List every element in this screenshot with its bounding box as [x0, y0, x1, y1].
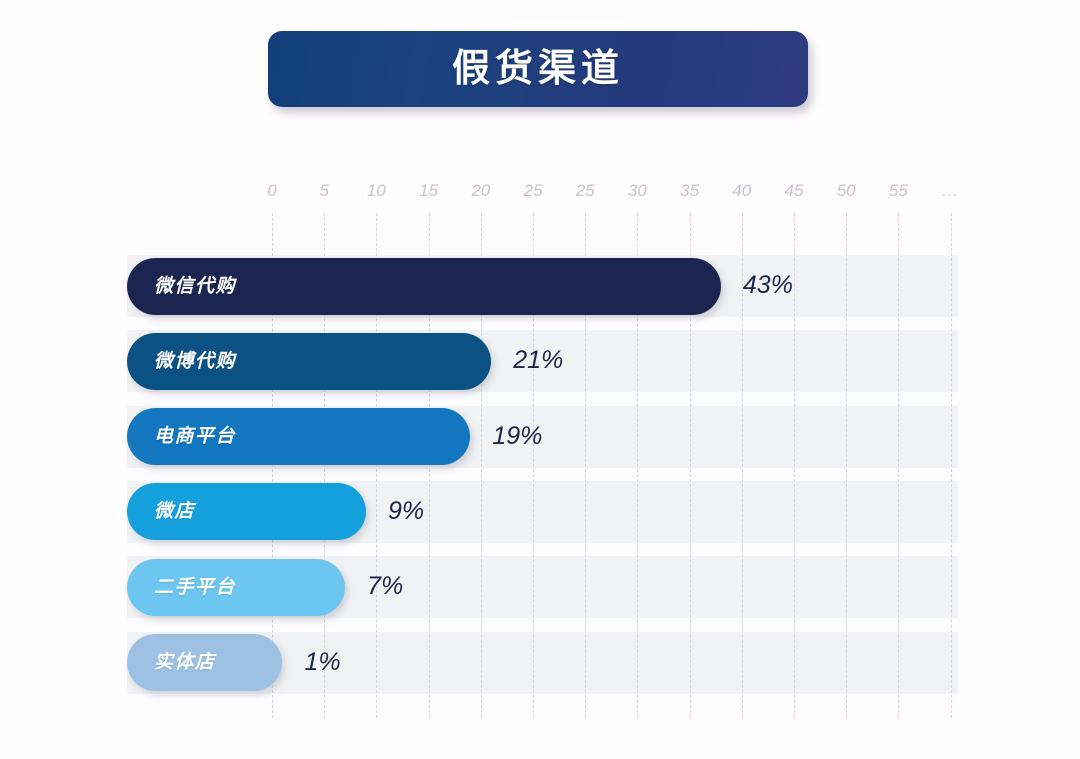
- row-band-gap: [127, 317, 958, 331]
- bar-category-label: 微店: [154, 501, 196, 523]
- bar-微博代购[interactable]: 微博代购: [127, 332, 492, 390]
- bar-value-label: 7%: [367, 572, 404, 601]
- x-tick-label: 35: [680, 181, 700, 200]
- x-tick-label: 15: [419, 181, 439, 200]
- bar-category-label: 实体店: [154, 652, 216, 673]
- x-tick-label: 40: [732, 181, 752, 200]
- bar-category-label: 电商平台: [154, 426, 237, 448]
- x-tick-label: 5: [319, 181, 329, 200]
- row-band-gap: [127, 542, 958, 557]
- bar-二手平台[interactable]: 二手平台: [127, 558, 346, 616]
- x-tick-label: 25: [575, 181, 595, 200]
- bar-微店[interactable]: 微店: [127, 483, 366, 541]
- gridline-45: [794, 213, 795, 718]
- gridline-...: [950, 213, 952, 718]
- gridline-20: [480, 213, 482, 718]
- row-band-gap: [127, 693, 958, 707]
- gridline-25: [533, 213, 534, 718]
- bar-实体店[interactable]: 实体店: [127, 634, 283, 691]
- row-band-gap: [127, 467, 958, 481]
- gridline-10: [376, 213, 378, 718]
- bar-value-label: 9%: [387, 496, 425, 525]
- x-tick-label: 45: [784, 181, 804, 200]
- x-tick-label: 25: [523, 181, 543, 200]
- page-title: 假货渠道: [451, 48, 624, 90]
- gridline-5: [324, 213, 326, 718]
- gridline-0: [272, 213, 273, 718]
- chart-title-banner: 假货渠道: [268, 31, 808, 107]
- bar-value-label: 19%: [492, 421, 543, 450]
- x-tick-label: 20: [471, 181, 491, 200]
- bar-value-label: 1%: [304, 647, 341, 676]
- gridline-50: [846, 213, 848, 718]
- x-tick-label: 30: [627, 181, 647, 200]
- bar-category-label: 微博代购: [154, 350, 237, 372]
- x-tick-label: 50: [836, 181, 856, 200]
- gridline-15: [428, 213, 430, 718]
- x-axis-tick-labels: 0 5 10 15 20 25 25 30 35 40 45 50 55...: [0, 180, 1080, 202]
- bar-category-label: 微信代购: [154, 275, 237, 297]
- x-tick-label: ...: [942, 181, 960, 200]
- x-tick-label: 55: [888, 181, 908, 200]
- bar-value-label: 21%: [513, 346, 564, 375]
- x-tick-label: 0: [267, 181, 277, 200]
- gridline-30: [637, 213, 639, 718]
- row-band-gap: [127, 392, 958, 406]
- bar-category-label: 二手平台: [154, 576, 237, 598]
- gridline-40: [741, 213, 743, 718]
- bar-电商平台[interactable]: 电商平台: [127, 408, 471, 466]
- bar-微信代购[interactable]: 微信代购: [127, 257, 721, 315]
- bar-value-label: 43%: [742, 271, 793, 299]
- row-band-gap: [127, 618, 958, 632]
- gridline-25: [585, 213, 587, 718]
- x-tick-label: 10: [366, 181, 386, 200]
- gridline-35: [689, 213, 691, 718]
- gridline-55: [898, 213, 900, 718]
